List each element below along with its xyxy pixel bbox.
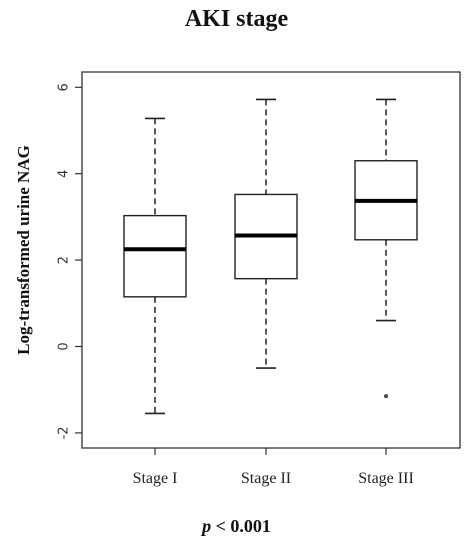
p-value-note: p < 0.001 xyxy=(0,516,473,537)
outlier-point xyxy=(384,394,388,399)
box-iqr xyxy=(123,214,187,298)
y-tick-label: 6 xyxy=(57,83,72,91)
p-symbol: p xyxy=(202,516,212,536)
x-tick-label: Stage I xyxy=(133,470,178,487)
y-tick-label: -2 xyxy=(57,426,72,439)
y-tick-label: 4 xyxy=(57,170,72,178)
x-tick-label: Stage II xyxy=(241,470,291,487)
chart-title: AKI stage xyxy=(184,6,289,32)
y-tick-label: 0 xyxy=(57,342,72,350)
y-tick-label: 2 xyxy=(57,256,72,264)
p-value-text: < 0.001 xyxy=(211,516,271,536)
x-tick-label: Stage III xyxy=(358,470,414,487)
